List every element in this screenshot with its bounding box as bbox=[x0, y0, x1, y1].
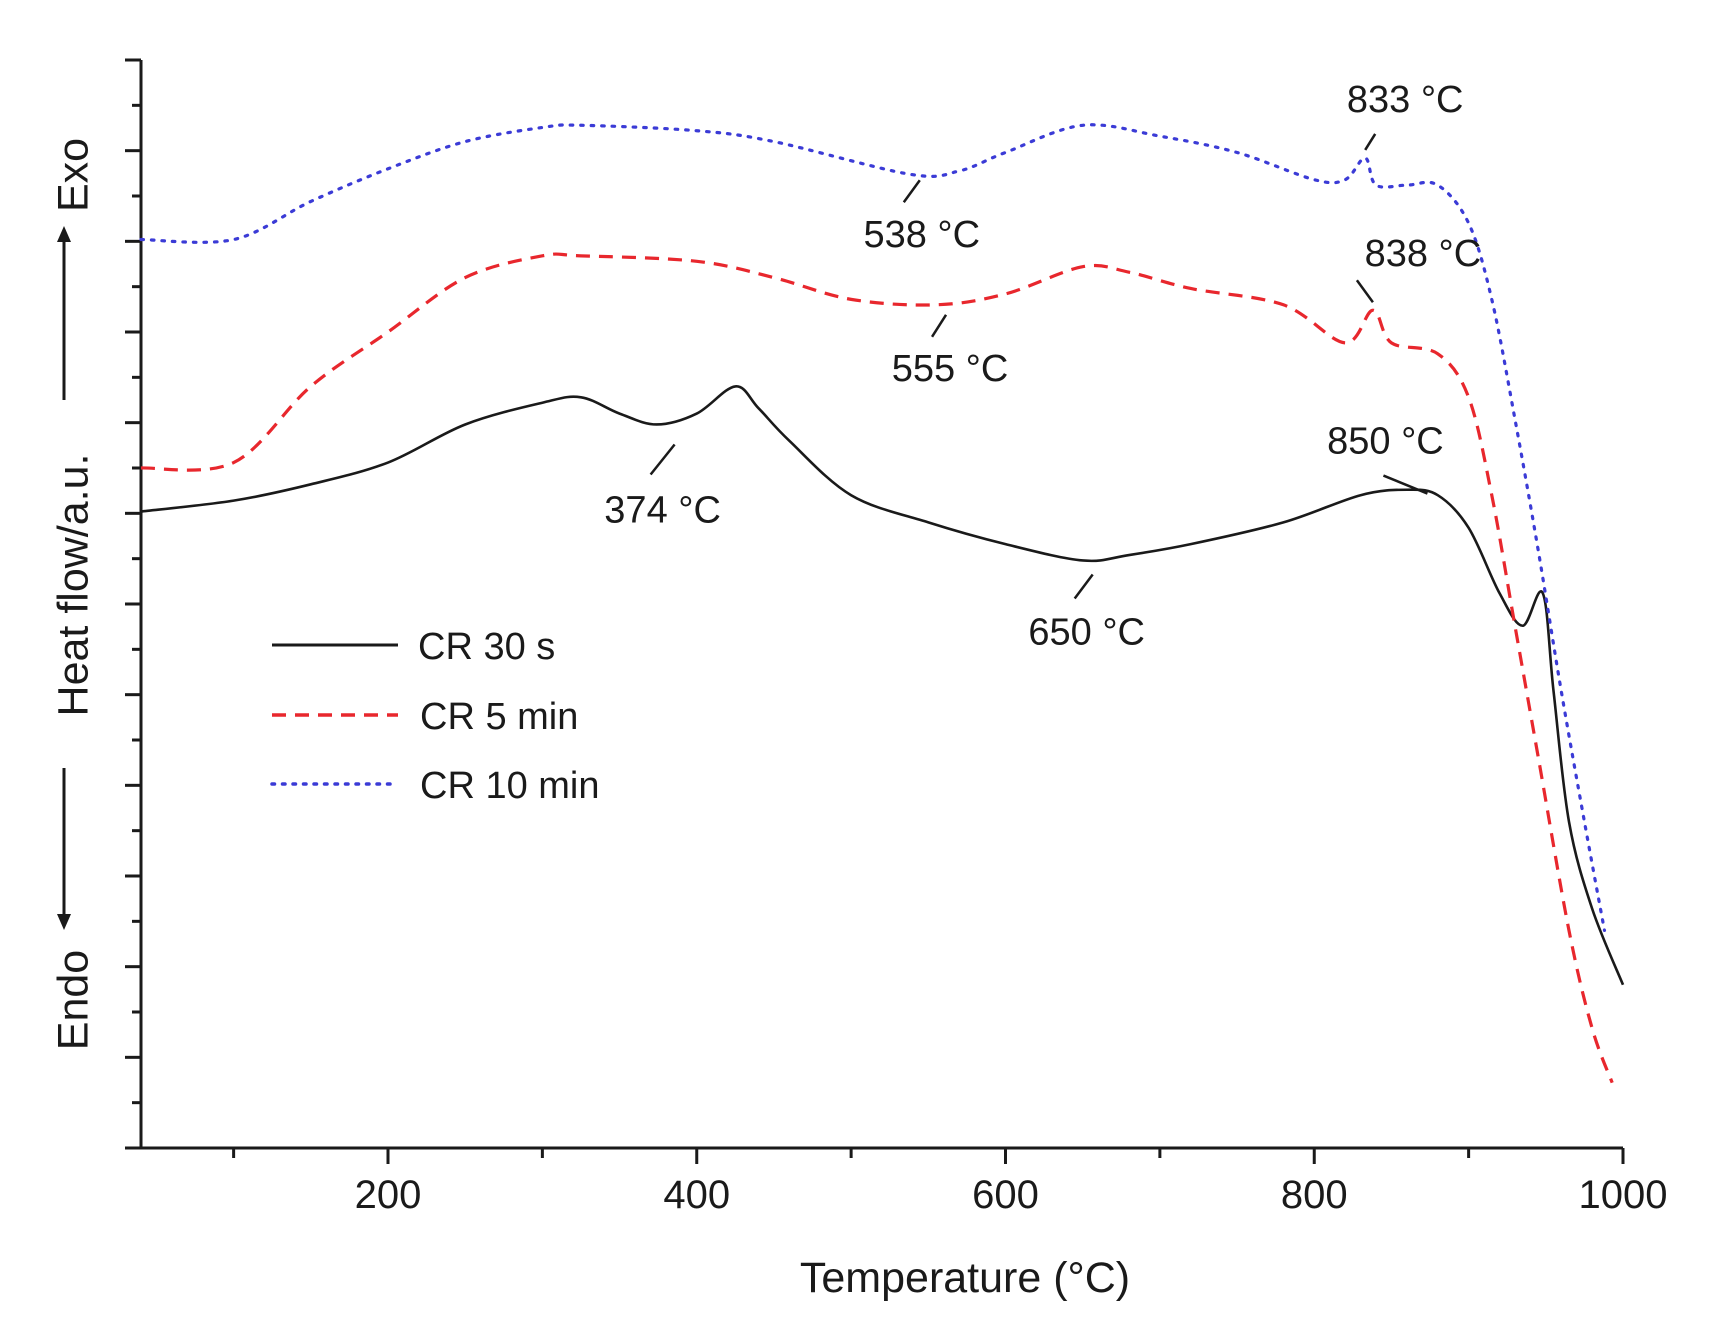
annotation-leader bbox=[1382, 474, 1428, 495]
series-line-cr-10-min bbox=[139, 123, 1607, 932]
legend-label-cr-30-s: CR 30 s bbox=[418, 626, 555, 668]
x-tick-label: 600 bbox=[972, 1173, 1039, 1217]
x-axis-ticks bbox=[232, 1148, 1625, 1164]
annotation-label: 650 °C bbox=[1028, 611, 1145, 653]
annotation-label: 850 °C bbox=[1327, 421, 1444, 463]
series-layer bbox=[139, 123, 1625, 1084]
x-tick-label: 800 bbox=[1281, 1173, 1348, 1217]
x-tick-label: 1000 bbox=[1579, 1173, 1668, 1217]
legend-label-cr-5-min: CR 5 min bbox=[420, 696, 578, 738]
y-axis-endo-label: Endo bbox=[49, 950, 97, 1050]
y-axis-ticks bbox=[125, 58, 141, 1150]
series-line-cr-30-s bbox=[140, 385, 1625, 986]
annotation-layer: 374 °C 650 °C 850 °C 555 °C 838 °C 538 °C 833 … bbox=[604, 79, 1481, 654]
annotation-label: 833 °C bbox=[1347, 79, 1464, 121]
annotation-label: 538 °C bbox=[863, 214, 980, 256]
x-tick-labels: 200 400 600 800 1000 bbox=[355, 1173, 1668, 1217]
series-line-cr-5-min bbox=[140, 252, 1614, 1084]
y-axis-title: Heat flow/a.u. bbox=[49, 454, 97, 717]
exo-arrow-head bbox=[57, 226, 71, 242]
annotation-leader bbox=[649, 443, 676, 476]
annotation-leader bbox=[1073, 573, 1094, 600]
annotation-leader bbox=[1355, 279, 1374, 303]
y-axis-exo-label: Exo bbox=[49, 138, 97, 212]
endo-arrow-head bbox=[57, 914, 71, 930]
annotation-label: 838 °C bbox=[1365, 233, 1482, 275]
legend-label-cr-10-min: CR 10 min bbox=[420, 765, 600, 807]
annotation-leader bbox=[930, 314, 948, 338]
y-axis-title-group: Heat flow/a.u. Exo Endo bbox=[49, 138, 97, 1050]
annotation-leader bbox=[1364, 133, 1377, 151]
x-tick-label: 200 bbox=[355, 1173, 422, 1217]
legend: CR 30 s CR 5 min CR 10 min bbox=[270, 626, 600, 807]
annotation-label: 374 °C bbox=[604, 489, 721, 531]
annotation-leader bbox=[902, 179, 921, 203]
annotation-label: 555 °C bbox=[892, 348, 1009, 390]
x-tick-label: 400 bbox=[663, 1173, 730, 1217]
x-axis-title: Temperature (°C) bbox=[800, 1254, 1130, 1302]
